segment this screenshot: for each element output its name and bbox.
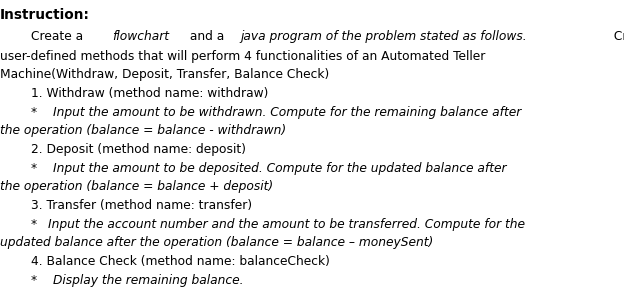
Text: Input the account number and the amount to be transferred. Compute for the: Input the account number and the amount … [48, 218, 525, 231]
Text: 3. Transfer (method name: transfer): 3. Transfer (method name: transfer) [0, 199, 252, 212]
Text: Instruction:: Instruction: [0, 8, 90, 22]
Text: *: * [0, 218, 37, 231]
Text: Create a: Create a [0, 30, 87, 43]
Text: Input the amount to be withdrawn. Compute for the remaining balance after: Input the amount to be withdrawn. Comput… [53, 106, 521, 119]
Text: *: * [0, 274, 41, 287]
Text: 1. Withdraw (method name: withdraw): 1. Withdraw (method name: withdraw) [0, 87, 268, 100]
Text: Machine(Withdraw, Deposit, Transfer, Balance Check): Machine(Withdraw, Deposit, Transfer, Bal… [0, 68, 329, 81]
Text: 2. Deposit (method name: deposit): 2. Deposit (method name: deposit) [0, 143, 246, 156]
Text: 4. Balance Check (method name: balanceCheck): 4. Balance Check (method name: balanceCh… [0, 255, 330, 268]
Text: updated balance after the operation (balance = balance – moneySent): updated balance after the operation (bal… [0, 236, 433, 249]
Text: java program of the problem stated as follows.: java program of the problem stated as fo… [240, 30, 527, 43]
Text: Display the remaining balance.: Display the remaining balance. [53, 274, 243, 287]
Text: Create: Create [610, 30, 624, 43]
Text: user-defined methods that will perform 4 functionalities of an Automated Teller: user-defined methods that will perform 4… [0, 50, 485, 63]
Text: the operation (balance = balance - withdrawn): the operation (balance = balance - withd… [0, 124, 286, 137]
Text: Input the amount to be deposited. Compute for the updated balance after: Input the amount to be deposited. Comput… [53, 162, 507, 175]
Text: the operation (balance = balance + deposit): the operation (balance = balance + depos… [0, 180, 273, 193]
Text: and a: and a [186, 30, 228, 43]
Text: *: * [0, 162, 41, 175]
Text: flowchart: flowchart [112, 30, 169, 43]
Text: *: * [0, 106, 41, 119]
